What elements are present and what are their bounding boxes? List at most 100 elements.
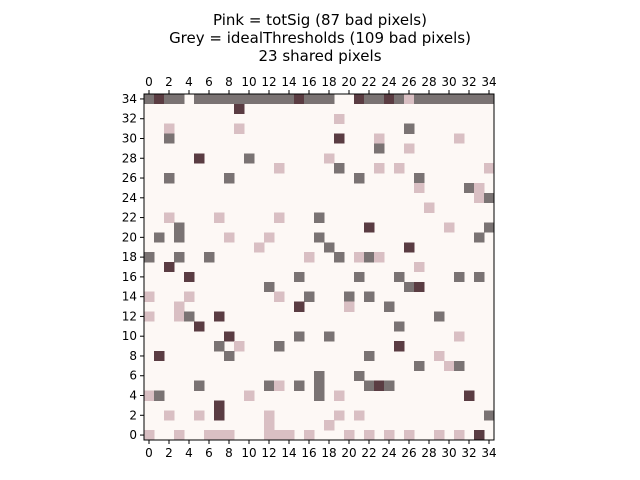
heatmap-cell [374,133,385,144]
x-tick-label-top: 12 [261,75,276,89]
heatmap-cell [214,212,225,223]
heatmap-cell [444,222,455,233]
heatmap-cell [194,380,205,391]
x-tick-label-top: 2 [165,75,173,89]
heatmap-cell [264,94,275,105]
heatmap-cell [314,232,325,243]
heatmap-cell [374,380,385,391]
heatmap-cell [334,252,345,263]
heatmap-cell [384,430,395,441]
x-tick-label-top: 26 [401,75,416,89]
heatmap-cell [214,311,225,322]
x-tick-label-bottom: 0 [145,446,153,460]
heatmap-cell [214,94,225,105]
heatmap-cell [264,410,275,421]
x-tick-label-bottom: 18 [321,446,336,460]
heatmap-cell [344,430,355,441]
heatmap-cell [404,430,415,441]
y-tick-label: 16 [122,270,137,284]
heatmap-cell [354,410,365,421]
heatmap-cell [174,222,185,233]
heatmap-cell [364,291,375,302]
heatmap-cell [324,94,335,105]
heatmap-cell [224,430,235,441]
x-tick-label-bottom: 6 [205,446,213,460]
heatmap-cell [304,252,315,263]
heatmap-cell [154,390,165,401]
heatmap-cell [374,94,385,105]
heatmap-cell [234,103,245,115]
heatmap-cell [334,163,345,174]
heatmap-cell [164,123,175,134]
heatmap-cell [464,390,475,401]
heatmap-cell [144,390,155,401]
heatmap-cell [484,192,495,204]
heatmap-cell [394,94,405,105]
y-tick-label: 20 [122,230,137,244]
heatmap-cell [404,242,415,253]
x-tick-label-top: 18 [321,75,336,89]
x-tick-label-top: 32 [461,75,476,89]
x-tick-label-top: 0 [145,75,153,89]
heatmap-cell [194,410,205,421]
heatmap-cell [384,301,395,312]
heatmap-cell [394,163,405,174]
heatmap-cell [424,94,435,105]
heatmap-cell [194,153,205,164]
heatmap-cell [224,173,235,184]
heatmap-cell [394,321,405,332]
heatmap-cell [374,252,385,263]
y-tick-label: 26 [122,171,137,185]
y-tick-label: 28 [122,151,137,165]
heatmap-cell [364,252,375,263]
heatmap-cell [364,380,375,391]
x-tick-label-top: 16 [301,75,316,89]
x-tick-label-bottom: 32 [461,446,476,460]
x-tick-label-bottom: 10 [241,446,256,460]
heatmap-cell [234,341,245,352]
y-tick-label: 34 [122,92,137,106]
y-tick-label: 22 [122,211,137,225]
heatmap-cell [414,94,425,105]
heatmap-cell [404,281,415,293]
heatmap-cell [174,232,185,243]
heatmap-cell [224,331,235,342]
heatmap-cell [404,94,415,105]
heatmap-cell [354,94,365,105]
x-tick-label-bottom: 26 [401,446,416,460]
x-tick-label-bottom: 8 [225,446,233,460]
x-tick-label-top: 30 [441,75,456,89]
heatmap-cell [454,133,465,144]
heatmap-cell [184,311,195,322]
heatmap-cell [414,281,425,293]
x-tick-label-bottom: 2 [165,446,173,460]
heatmap-cell [334,133,345,144]
heatmap-cell [194,94,205,105]
y-tick-label: 2 [129,408,137,422]
heatmap-cell [344,291,355,302]
heatmap-cell [354,252,365,263]
heatmap-cell [474,192,485,204]
heatmap-cell [174,252,185,263]
heatmap-cell [314,212,325,223]
x-tick-label-top: 34 [481,75,496,89]
x-tick-label-bottom: 12 [261,446,276,460]
heatmap-cell [354,370,365,381]
x-tick-label-top: 24 [381,75,396,89]
heatmap-cell [314,370,325,381]
heatmap-cell [434,430,445,441]
heatmap-cell [164,94,175,105]
heatmap-cell [324,153,335,164]
y-tick-label: 6 [129,369,137,383]
heatmap-cell [414,173,425,184]
heatmap-cell [264,281,275,293]
heatmap-cell [414,360,425,372]
heatmap-cell [344,301,355,312]
x-tick-label-top: 10 [241,75,256,89]
heatmap-cell [194,321,205,332]
heatmap-cell [474,430,485,441]
heatmap-cell [334,410,345,421]
heatmap-cell [284,430,295,441]
heatmap-cell [144,252,155,263]
